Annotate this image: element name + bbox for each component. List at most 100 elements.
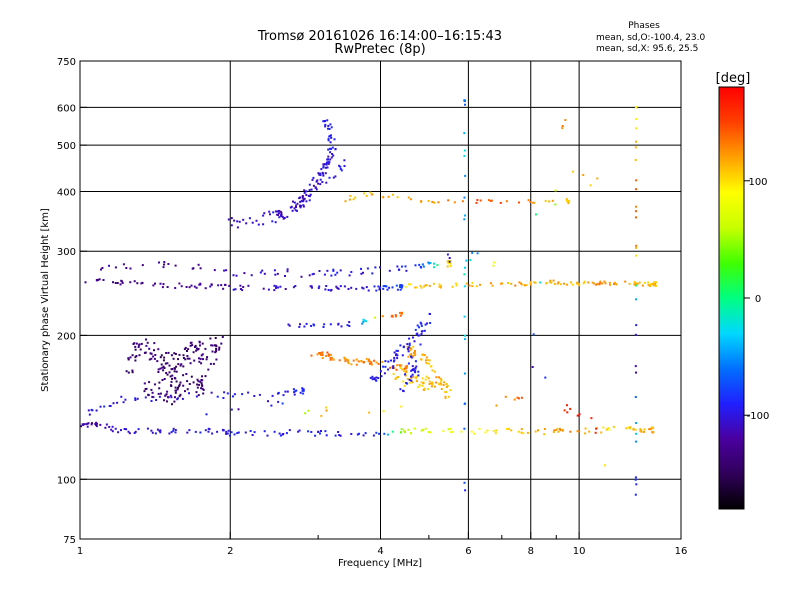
- echo-point: [464, 334, 467, 337]
- echo-point: [328, 128, 331, 130]
- echo-point: [159, 392, 162, 395]
- echo-point: [226, 392, 229, 395]
- echo-point: [494, 432, 497, 435]
- echo-point: [95, 424, 98, 426]
- echo-point: [325, 163, 328, 166]
- echo-point: [394, 314, 397, 317]
- echo-point: [210, 283, 213, 286]
- echo-point: [154, 282, 156, 285]
- echo-point: [154, 432, 157, 435]
- echo-point: [463, 402, 466, 405]
- echo-point: [251, 221, 254, 224]
- echo-point: [492, 429, 495, 432]
- echo-point: [635, 118, 637, 120]
- colorbar: [718, 86, 745, 510]
- echo-point: [143, 390, 146, 393]
- echo-point: [395, 353, 398, 356]
- trace-F-270: [100, 260, 452, 278]
- echo-point: [635, 106, 638, 108]
- echo-point: [362, 320, 365, 323]
- echo-point: [138, 343, 141, 346]
- echo-point: [567, 202, 570, 205]
- echo-point: [455, 284, 458, 287]
- echo-point: [163, 399, 165, 402]
- echo-point: [417, 334, 420, 337]
- echo-point: [517, 397, 520, 400]
- echo-point: [236, 432, 239, 435]
- echo-point: [108, 405, 111, 407]
- echo-point: [120, 395, 123, 398]
- echo-point: [578, 413, 581, 416]
- echo-point: [438, 383, 440, 386]
- echo-point: [99, 423, 102, 426]
- echo-point: [322, 174, 325, 177]
- echo-point: [211, 350, 214, 353]
- echo-point: [161, 366, 164, 369]
- echo-point: [506, 428, 508, 430]
- echo-point: [400, 405, 403, 408]
- echo-point: [159, 356, 162, 359]
- echo-point: [367, 289, 370, 292]
- echo-point: [127, 371, 130, 374]
- echo-point: [391, 286, 394, 289]
- echo-point: [209, 285, 212, 288]
- echo-point: [215, 347, 218, 350]
- echo-point: [308, 183, 311, 186]
- echo-point: [405, 370, 408, 373]
- echo-point: [420, 330, 423, 333]
- echo-point: [124, 398, 127, 401]
- echo-point: [230, 431, 233, 434]
- echo-point: [301, 389, 304, 392]
- echo-point: [188, 392, 190, 395]
- echo-point: [108, 264, 110, 267]
- echo-point: [476, 199, 479, 201]
- echo-point: [226, 432, 229, 435]
- echo-point: [416, 324, 419, 327]
- echo-point: [422, 382, 425, 385]
- echo-point: [410, 379, 413, 382]
- echo-point: [162, 359, 165, 362]
- echo-point: [431, 200, 434, 203]
- echo-point: [305, 322, 308, 325]
- echo-point: [444, 397, 447, 399]
- echo-point: [437, 201, 440, 204]
- echo-point: [116, 282, 119, 284]
- echo-point: [282, 433, 285, 435]
- echo-point: [135, 355, 138, 357]
- echo-point: [305, 190, 308, 193]
- echo-point: [216, 430, 219, 433]
- echo-point: [286, 390, 289, 393]
- echo-point: [365, 194, 368, 197]
- echo-point: [433, 201, 436, 204]
- echo-point: [253, 395, 256, 397]
- echo-point: [339, 165, 342, 168]
- echo-point: [278, 216, 281, 219]
- echo-point: [596, 282, 599, 285]
- echo-point: [160, 354, 163, 357]
- echo-point: [174, 287, 177, 289]
- echo-point: [392, 372, 395, 375]
- echo-point: [111, 430, 114, 433]
- echo-point: [408, 344, 411, 347]
- echo-point: [340, 325, 343, 328]
- echo-point: [639, 428, 642, 431]
- echo-point: [168, 364, 171, 367]
- echo-point: [427, 377, 430, 380]
- echo-point: [300, 275, 303, 278]
- echo-point: [287, 323, 290, 326]
- echo-point: [639, 429, 642, 432]
- echo-point: [127, 357, 130, 360]
- echo-point: [548, 281, 551, 284]
- echo-point: [198, 283, 201, 286]
- echo-point: [325, 285, 328, 287]
- trace-F-255-O: [84, 278, 404, 292]
- echo-point: [156, 428, 159, 431]
- echo-point: [464, 103, 466, 106]
- echo-point: [197, 380, 200, 383]
- echo-point: [277, 400, 280, 403]
- y-tick-label: 300: [57, 247, 76, 258]
- echo-point: [112, 281, 114, 284]
- echo-point: [175, 365, 178, 368]
- echo-point: [326, 351, 329, 354]
- echo-point: [411, 381, 414, 384]
